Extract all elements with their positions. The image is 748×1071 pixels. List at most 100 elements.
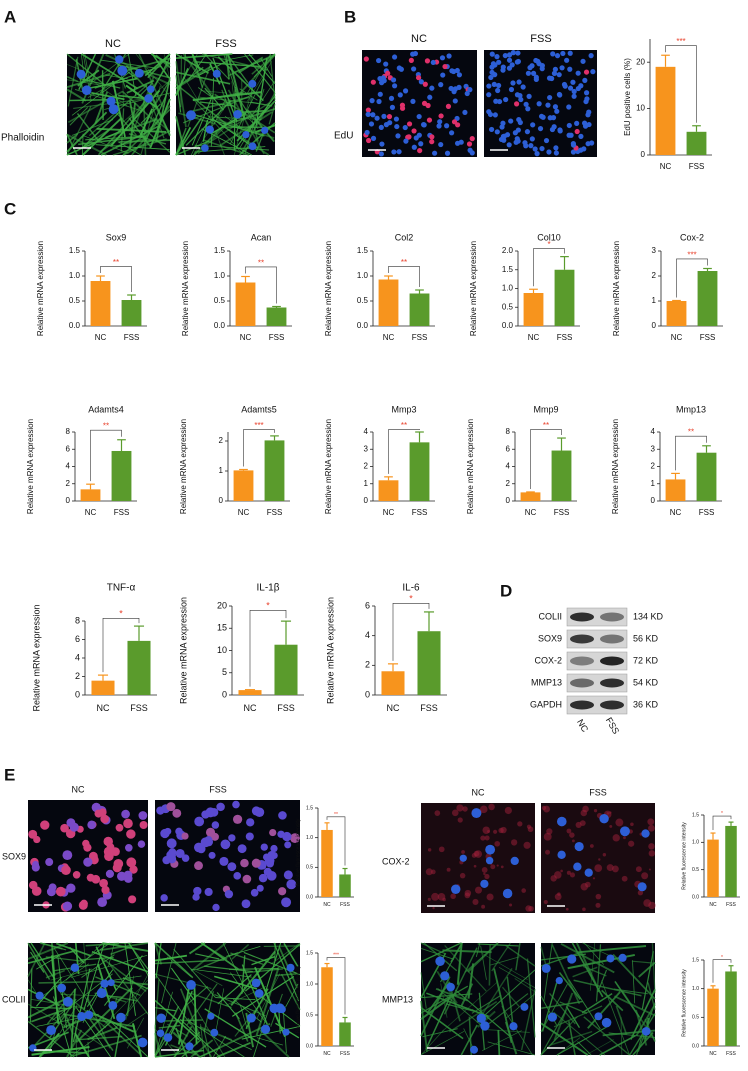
fiber <box>86 969 114 1007</box>
fiber <box>67 56 79 107</box>
fiber <box>553 1005 603 1028</box>
nucleus <box>228 834 236 842</box>
nucleus <box>123 870 133 880</box>
fiber <box>27 1020 75 1058</box>
signal <box>648 850 656 857</box>
nucleus <box>284 841 292 849</box>
fiber <box>514 978 536 993</box>
y-tick-label: 2 <box>219 436 224 445</box>
nucleus <box>440 72 446 78</box>
blot-band <box>600 634 624 644</box>
fiber <box>253 1009 270 1058</box>
fiber <box>66 76 79 83</box>
nucleus <box>493 98 499 104</box>
signal <box>648 824 655 832</box>
nucleus <box>575 70 581 76</box>
y-tick-label: 0 <box>219 496 224 505</box>
nucleus <box>369 98 375 104</box>
signal <box>612 834 620 842</box>
fiber <box>540 983 568 1033</box>
fiber <box>491 942 511 972</box>
nucleus <box>486 109 492 115</box>
bar <box>378 279 399 326</box>
fiber <box>226 53 249 84</box>
y-tick-label: 0 <box>75 689 80 699</box>
nucleus <box>63 996 73 1007</box>
fiber <box>233 86 236 151</box>
signal <box>474 886 482 894</box>
significance-bracket <box>326 816 346 866</box>
nucleus <box>32 860 40 868</box>
chart-title: Cox-2 <box>680 232 704 242</box>
y-tick-label: 1.5 <box>306 950 313 956</box>
fiber <box>212 1035 227 1058</box>
fiber <box>83 942 90 1001</box>
nucleus <box>402 124 408 131</box>
nucleus <box>379 141 385 147</box>
fiber <box>139 108 154 137</box>
fiber <box>85 135 145 141</box>
signal <box>550 875 557 882</box>
nucleus <box>620 826 630 837</box>
fiber <box>128 100 135 122</box>
nucleus <box>552 66 558 72</box>
fiber <box>30 951 45 973</box>
signal <box>566 870 571 875</box>
nucleus <box>378 151 384 157</box>
fiber <box>420 972 427 1009</box>
signal <box>565 907 569 911</box>
nucleus <box>380 75 386 81</box>
nucleus <box>258 873 268 883</box>
nucleus <box>425 102 431 109</box>
nucleus <box>546 149 552 155</box>
x-tick-label: FSS <box>726 902 736 908</box>
signal <box>523 841 531 849</box>
x-tick-label: NC <box>323 902 331 908</box>
signal <box>647 818 655 826</box>
nucleus <box>500 64 506 70</box>
signal <box>517 821 523 827</box>
chart-title: Mmp13 <box>676 404 706 414</box>
signal <box>494 840 501 847</box>
signal <box>615 818 624 827</box>
nucleus <box>438 141 444 148</box>
fiber <box>250 101 273 107</box>
nucleus <box>494 54 500 60</box>
fiber <box>94 91 109 124</box>
y-tick-label: 0.0 <box>692 894 699 900</box>
significance-label: *** <box>254 421 263 430</box>
nucleus <box>508 86 515 93</box>
signal <box>648 843 655 850</box>
nucleus <box>224 889 234 899</box>
y-tick-label: 0 <box>506 496 511 505</box>
fiber <box>82 116 123 156</box>
nucleus <box>467 87 473 93</box>
fiber <box>31 1006 73 1023</box>
nucleus <box>550 51 556 57</box>
nucleus <box>82 839 90 848</box>
fiber <box>225 53 230 80</box>
fiber <box>635 1003 656 1036</box>
fiber <box>632 960 636 1004</box>
fiber <box>239 1004 248 1030</box>
nucleus <box>528 143 534 149</box>
nucleus <box>446 982 455 992</box>
nucleus <box>568 132 574 138</box>
nucleus <box>185 1042 194 1051</box>
fiber <box>66 111 108 153</box>
nucleus <box>502 888 513 899</box>
nucleus <box>485 844 496 855</box>
nucleus <box>517 119 523 126</box>
error-bar <box>728 821 734 826</box>
signal <box>498 827 504 834</box>
fiber <box>66 133 79 144</box>
signal <box>589 844 594 848</box>
fiber <box>467 942 499 973</box>
fiber <box>81 53 138 90</box>
y-tick-label: 1.0 <box>306 835 313 841</box>
signal <box>504 806 512 815</box>
significance-bracket <box>245 266 277 304</box>
y-tick-label: 6 <box>66 444 71 453</box>
error-bar <box>710 985 716 989</box>
fiber <box>105 118 158 139</box>
